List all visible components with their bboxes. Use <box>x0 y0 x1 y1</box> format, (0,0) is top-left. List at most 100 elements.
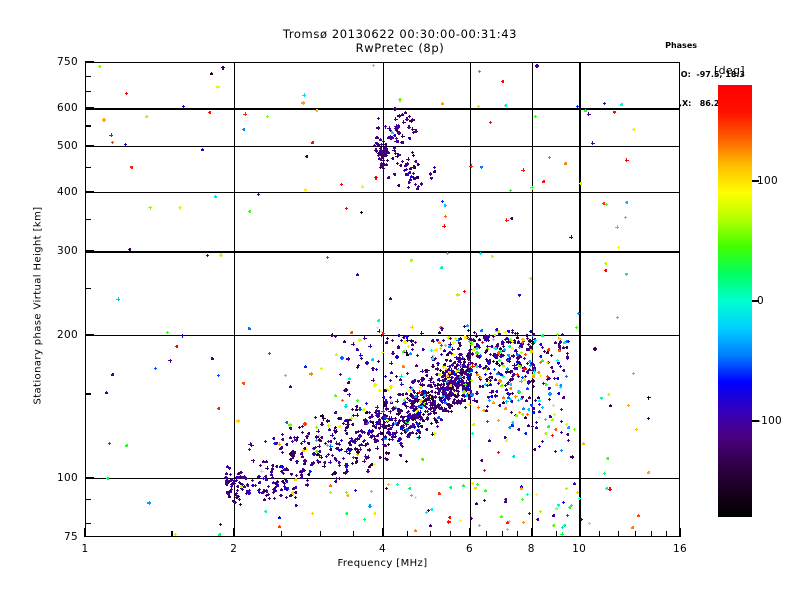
data-point <box>366 419 368 423</box>
data-point <box>412 431 414 435</box>
data-point <box>334 457 336 461</box>
data-point <box>513 372 515 376</box>
data-point <box>617 315 619 319</box>
data-point <box>464 357 466 361</box>
data-point <box>510 382 512 386</box>
data-point <box>154 366 156 370</box>
data-point <box>557 377 559 381</box>
data-point <box>376 446 379 451</box>
data-point <box>342 456 345 460</box>
data-point <box>509 425 511 429</box>
data-point <box>272 481 275 485</box>
data-point <box>512 420 514 424</box>
data-point <box>374 511 376 515</box>
data-point <box>527 381 530 385</box>
data-point <box>416 391 419 395</box>
data-point <box>357 449 359 454</box>
data-point <box>281 493 283 497</box>
data-point <box>419 418 422 422</box>
data-point <box>501 339 504 343</box>
data-point <box>528 379 530 384</box>
data-point <box>417 175 419 179</box>
data-point <box>429 524 432 528</box>
data-point <box>378 409 380 413</box>
data-point <box>304 446 306 450</box>
data-point <box>441 266 443 270</box>
data-point <box>401 424 403 429</box>
data-point <box>580 517 582 521</box>
data-point <box>568 426 570 430</box>
data-point <box>369 419 371 423</box>
data-point <box>516 363 519 367</box>
data-point <box>561 419 563 423</box>
x-axis-tick <box>381 528 384 537</box>
data-point <box>291 440 293 444</box>
data-point <box>565 486 568 490</box>
data-point <box>457 347 459 351</box>
data-point <box>232 499 235 503</box>
data-point <box>336 441 338 446</box>
data-point <box>346 463 348 468</box>
data-point <box>503 348 506 352</box>
data-point <box>508 520 511 524</box>
data-point <box>229 472 231 476</box>
data-point <box>488 338 490 342</box>
data-point <box>469 366 472 370</box>
data-point <box>383 401 386 405</box>
data-point <box>401 113 404 117</box>
data-point <box>338 416 340 420</box>
data-point <box>356 453 359 457</box>
data-point <box>526 387 528 391</box>
x-axis-tick <box>617 531 619 537</box>
data-point <box>324 461 326 465</box>
data-point <box>338 449 341 453</box>
data-point <box>355 430 357 434</box>
data-point <box>400 339 402 343</box>
data-point <box>344 470 347 475</box>
data-point <box>382 437 384 441</box>
data-point <box>292 490 294 495</box>
data-point <box>275 481 277 485</box>
data-point <box>384 414 386 418</box>
data-point <box>447 353 449 357</box>
data-point <box>457 393 459 398</box>
data-point <box>490 390 492 395</box>
data-point <box>262 477 264 481</box>
x-axis-tick <box>598 531 601 537</box>
data-point <box>381 432 383 436</box>
data-point <box>334 334 336 338</box>
data-point <box>345 490 348 494</box>
data-point <box>333 436 336 440</box>
data-point <box>430 349 433 353</box>
data-point <box>391 423 393 428</box>
data-point <box>396 354 398 359</box>
data-point <box>403 336 405 340</box>
data-point <box>383 139 385 143</box>
data-point <box>442 400 444 404</box>
data-point <box>437 402 440 407</box>
data-point <box>356 460 358 464</box>
data-point <box>258 489 260 493</box>
data-point <box>633 128 635 132</box>
data-point <box>287 486 289 490</box>
data-point <box>240 481 242 485</box>
data-point <box>411 406 413 410</box>
data-point <box>557 503 559 507</box>
data-point <box>301 476 303 480</box>
data-point <box>487 361 489 365</box>
data-point <box>382 165 384 169</box>
data-point <box>501 515 503 519</box>
data-point <box>241 488 244 491</box>
colorbar <box>718 85 752 517</box>
data-point <box>335 479 337 483</box>
data-point <box>588 522 590 526</box>
data-point <box>447 410 449 414</box>
data-point <box>607 456 609 460</box>
data-point <box>533 340 536 344</box>
data-point <box>416 399 419 403</box>
data-point <box>471 369 473 373</box>
data-point <box>447 404 450 408</box>
data-point <box>423 419 425 423</box>
data-point <box>543 180 545 184</box>
data-point <box>580 181 582 185</box>
